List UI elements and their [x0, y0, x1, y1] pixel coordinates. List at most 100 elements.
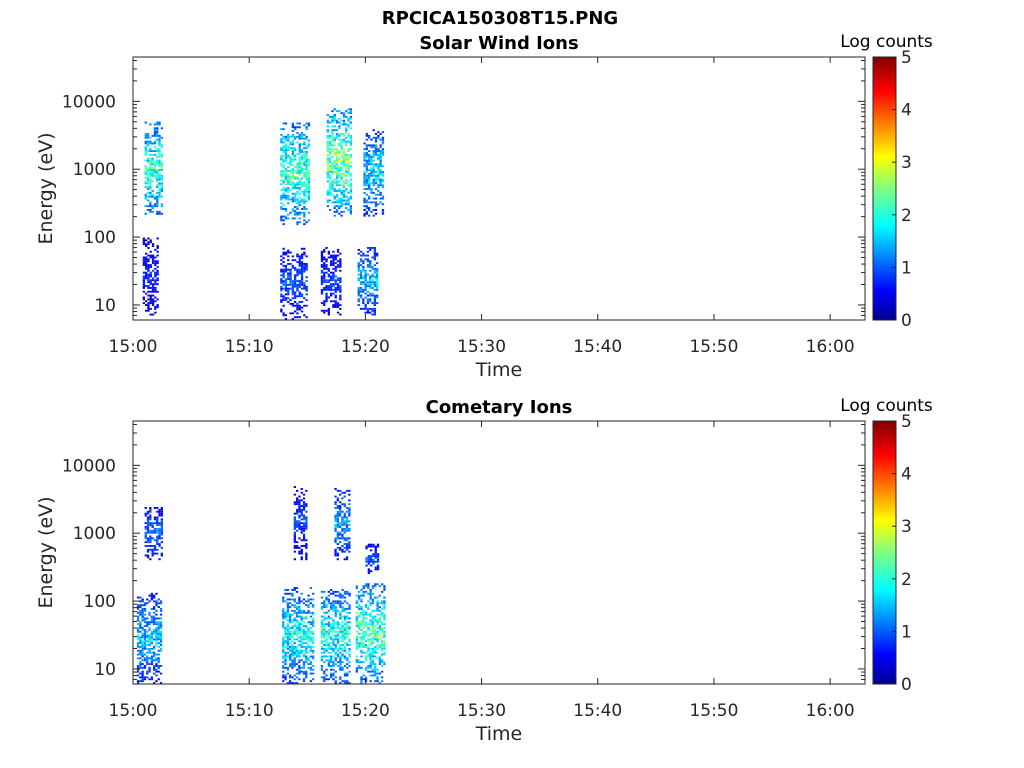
- count-cell: [376, 557, 380, 559]
- count-cell: [345, 115, 348, 118]
- count-cell: [148, 600, 151, 603]
- count-cell: [373, 311, 376, 314]
- count-cell: [381, 184, 385, 187]
- count-cell: [364, 307, 367, 310]
- count-cell: [296, 170, 299, 172]
- count-cell: [146, 205, 150, 208]
- count-cell: [147, 247, 150, 249]
- count-cell: [348, 606, 351, 608]
- count-cell: [376, 644, 379, 646]
- count-cell: [372, 562, 375, 565]
- count-cell: [342, 123, 346, 126]
- count-cell: [329, 115, 332, 118]
- count-cell: [156, 304, 159, 306]
- count-cell: [355, 655, 358, 658]
- count-cell: [326, 140, 329, 143]
- count-cell: [303, 141, 306, 144]
- count-cell: [286, 602, 289, 605]
- count-cell: [149, 180, 152, 183]
- count-cell: [280, 263, 283, 265]
- count-cell: [293, 531, 296, 534]
- count-cell: [148, 634, 151, 637]
- count-cell: [298, 156, 301, 159]
- count-cell: [293, 535, 296, 538]
- count-cell: [291, 621, 294, 624]
- count-cell: [307, 164, 311, 167]
- count-cell: [143, 676, 147, 679]
- count-cell: [339, 290, 342, 293]
- count-cell: [330, 254, 333, 257]
- count-cell: [136, 644, 140, 646]
- count-cell: [312, 668, 315, 671]
- count-cell: [339, 613, 342, 616]
- count-cell: [295, 613, 299, 616]
- count-cell: [139, 596, 142, 599]
- count-cell: [340, 153, 343, 156]
- count-cell: [335, 157, 339, 160]
- count-cell: [282, 627, 285, 629]
- count-cell: [360, 623, 363, 626]
- count-cell: [336, 537, 339, 540]
- count-cell: [280, 173, 283, 176]
- count-cell: [153, 623, 156, 626]
- count-cell: [153, 682, 156, 684]
- count-cell: [373, 281, 376, 284]
- count-cell: [157, 625, 160, 627]
- count-cell: [379, 165, 382, 168]
- count-cell: [365, 134, 368, 137]
- count-cell: [296, 306, 299, 309]
- count-cell: [339, 548, 342, 551]
- count-cell: [298, 516, 301, 519]
- count-cell: [150, 651, 153, 654]
- count-cell: [302, 527, 306, 530]
- y-tick-label: 100: [84, 228, 116, 248]
- count-cell: [362, 277, 365, 280]
- count-cell: [158, 163, 161, 166]
- count-cell: [349, 186, 352, 189]
- count-cell: [153, 545, 157, 547]
- count-cell: [343, 543, 346, 545]
- count-cell: [280, 194, 283, 197]
- count-cell: [294, 126, 297, 129]
- count-cell: [142, 290, 145, 293]
- count-cell: [305, 657, 308, 660]
- count-cell: [332, 258, 335, 261]
- count-cell: [374, 636, 377, 639]
- count-cell: [300, 264, 304, 267]
- count-cell: [153, 153, 157, 156]
- count-cell: [376, 558, 380, 561]
- count-cell: [289, 632, 292, 635]
- count-cell: [154, 279, 157, 282]
- count-cell: [332, 674, 335, 677]
- count-cell: [342, 133, 346, 135]
- count-cell: [153, 539, 157, 542]
- count-cell: [149, 273, 152, 276]
- count-cell: [300, 512, 303, 515]
- count-cell: [305, 280, 308, 282]
- count-cell: [376, 273, 379, 276]
- count-cell: [298, 192, 301, 195]
- count-cell: [289, 164, 292, 167]
- count-cell: [298, 636, 301, 639]
- count-cell: [323, 649, 326, 652]
- count-cell: [145, 262, 148, 265]
- count-cell: [289, 287, 292, 290]
- count-cell: [336, 552, 339, 555]
- count-cell: [366, 260, 370, 263]
- count-cell: [362, 609, 365, 612]
- count-cell: [331, 163, 334, 166]
- count-cell: [307, 181, 311, 184]
- count-cell: [153, 655, 156, 658]
- count-cell: [372, 153, 375, 156]
- count-cell: [293, 625, 296, 627]
- count-cell: [146, 133, 150, 135]
- count-cell: [376, 678, 379, 681]
- count-cell: [320, 596, 324, 599]
- count-cell: [345, 169, 348, 171]
- count-cell: [300, 200, 304, 203]
- count-cell: [365, 165, 368, 168]
- count-cell: [149, 535, 152, 538]
- count-cell: [383, 653, 386, 656]
- count-cell: [327, 273, 330, 276]
- count-cell: [284, 183, 288, 186]
